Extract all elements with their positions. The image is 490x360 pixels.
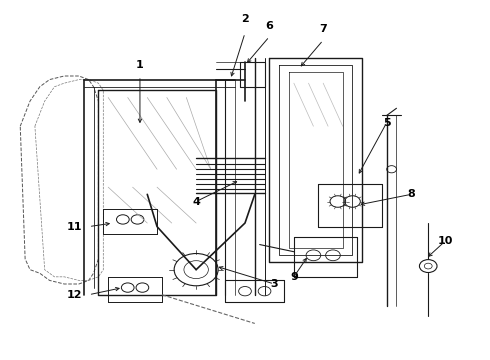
Text: 2: 2 bbox=[241, 14, 249, 24]
Text: 6: 6 bbox=[266, 21, 273, 31]
Text: 7: 7 bbox=[319, 24, 327, 35]
Text: 9: 9 bbox=[290, 272, 298, 282]
Text: 3: 3 bbox=[270, 279, 278, 289]
Text: 10: 10 bbox=[438, 236, 453, 246]
Text: 12: 12 bbox=[66, 290, 82, 300]
Text: 5: 5 bbox=[383, 118, 391, 128]
Text: 1: 1 bbox=[136, 60, 144, 70]
Text: 11: 11 bbox=[66, 222, 82, 231]
Text: 4: 4 bbox=[192, 197, 200, 207]
Text: 8: 8 bbox=[407, 189, 415, 199]
